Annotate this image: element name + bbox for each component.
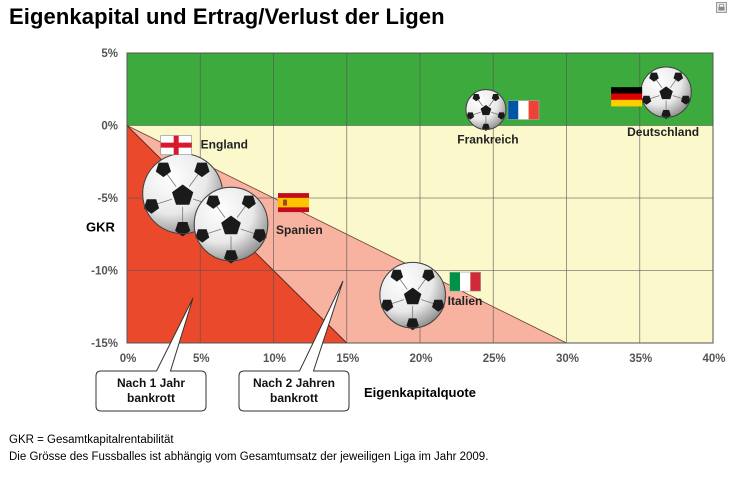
point-label-germany: Deutschland	[627, 125, 699, 139]
x-tick-label: 20%	[409, 353, 432, 365]
flag-spain-icon	[278, 193, 310, 213]
callout-2-years-box	[238, 280, 350, 412]
x-tick-label: 5%	[193, 353, 210, 365]
print-icon[interactable]	[716, 2, 727, 13]
footnote-ball-size: Die Grösse des Fussballes ist abhängig v…	[9, 451, 489, 463]
flag-germany-icon	[611, 87, 643, 107]
callout-1-year-text: Nach 1 Jahr	[117, 376, 185, 390]
y-tick-label: -10%	[91, 266, 118, 278]
footnote-gkr: GKR = Gesamtkapitalrentabilität	[9, 434, 174, 446]
y-tick-label: 5%	[101, 48, 118, 60]
x-axis-title: Eigenkapitalquote	[364, 385, 476, 400]
x-tick-label: 30%	[556, 353, 579, 365]
page-title: Eigenkapital und Ertrag/Verlust der Lige…	[9, 4, 445, 29]
point-label-spain: Spanien	[276, 223, 323, 237]
ball-italy	[379, 261, 446, 331]
y-tick-label: -5%	[98, 193, 118, 205]
point-label-france: Frankreich	[457, 133, 518, 147]
flag-italy-icon	[449, 271, 481, 292]
x-tick-label: 35%	[629, 353, 652, 365]
ball-france	[465, 89, 507, 131]
y-tick-label: 0%	[101, 121, 118, 133]
ball-spain	[193, 186, 269, 264]
flag-france-icon	[507, 100, 540, 120]
callout-1-year-text: bankrott	[127, 391, 175, 405]
ball-germany	[640, 66, 692, 120]
plot-frame	[126, 52, 714, 344]
y-tick-label: -15%	[91, 338, 118, 350]
callout-2-years-text: Nach 2 Jahren	[253, 376, 335, 390]
x-tick-label: 0%	[120, 353, 137, 365]
x-tick-label: 10%	[263, 353, 286, 365]
x-tick-label: 15%	[336, 353, 359, 365]
x-tick-label: 40%	[702, 353, 725, 365]
point-label-italy: Italien	[448, 294, 483, 308]
point-label-england: England	[201, 138, 248, 152]
callout-2-years-text: bankrott	[270, 391, 318, 405]
callout-1-year-box	[95, 297, 207, 412]
flag-england-icon	[160, 135, 193, 155]
x-tick-label: 25%	[483, 353, 506, 365]
y-axis-title: GKR	[86, 219, 116, 234]
